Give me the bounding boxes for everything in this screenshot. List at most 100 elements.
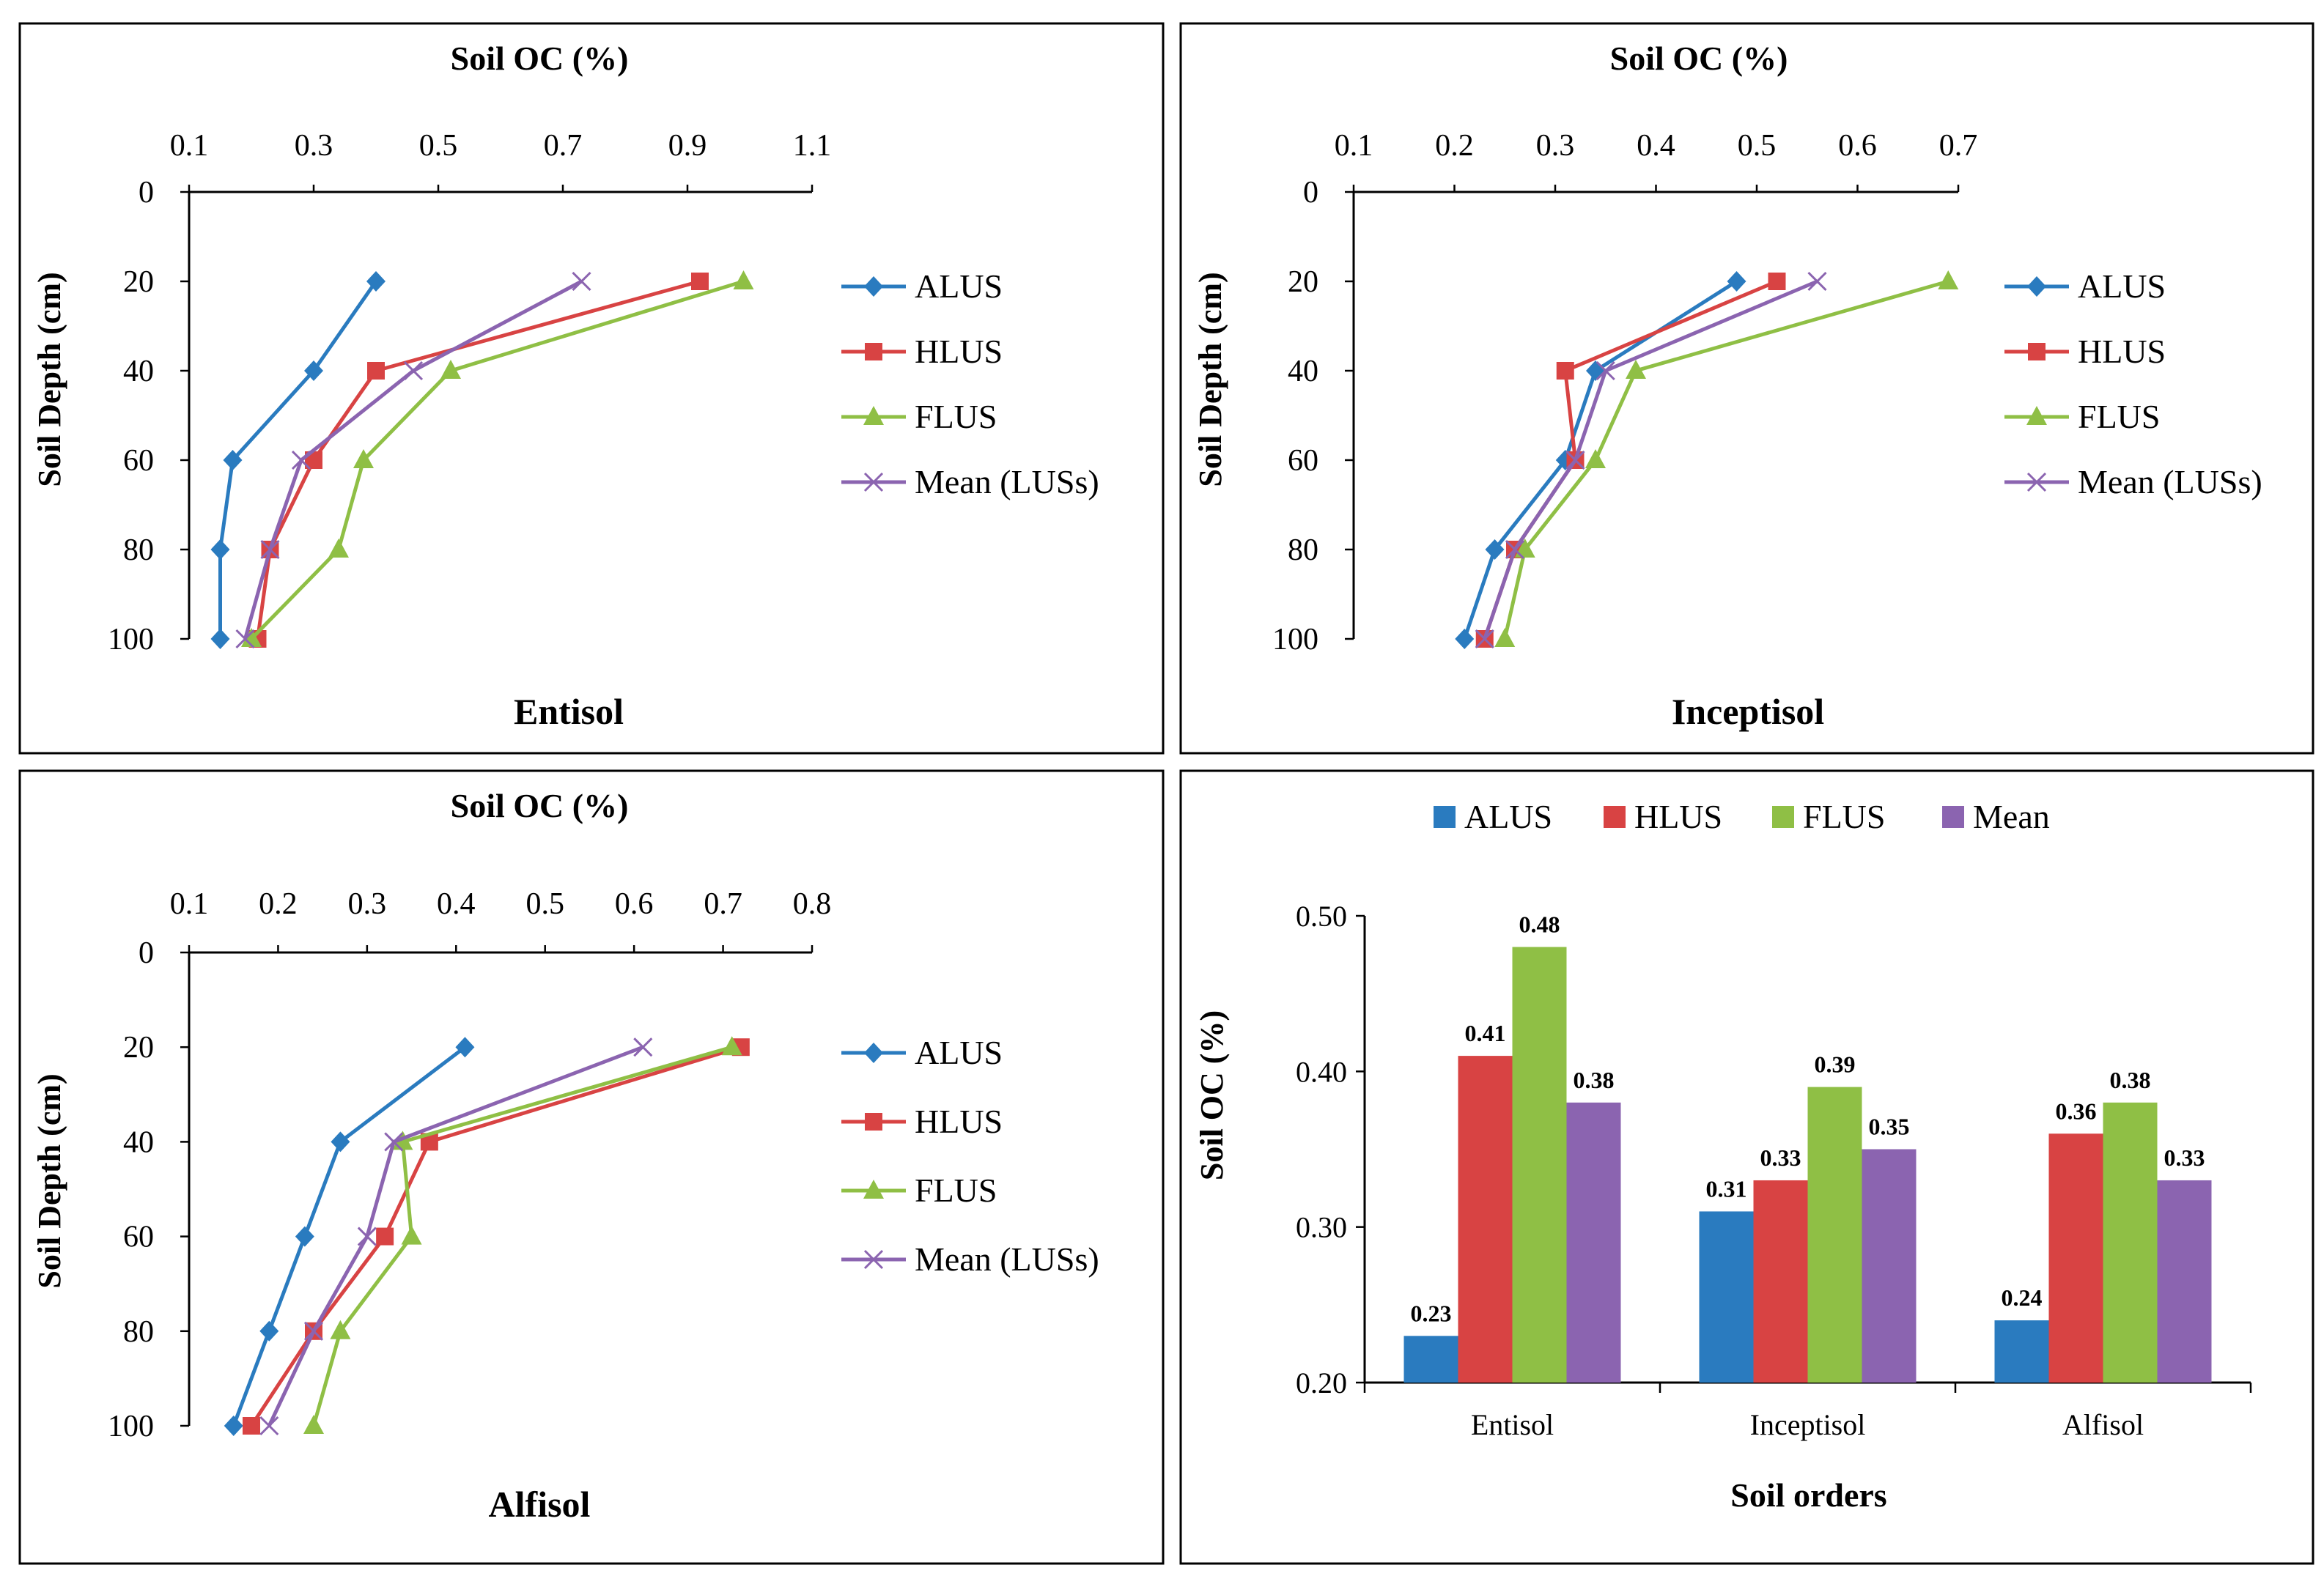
bar-value-label: 0.31: [1706, 1175, 1747, 1202]
legend-label-flus: FLUS: [915, 398, 997, 435]
legend-label-alus: ALUS: [915, 267, 1003, 305]
x-tick-label: 0.6: [1838, 129, 1877, 163]
x-tick-label: 0.1: [170, 129, 209, 163]
data-point-hlus: [1556, 362, 1574, 380]
bar-mean: [1862, 1149, 1917, 1383]
x-tick-label: 0.9: [668, 129, 707, 163]
y-tick-label: 60: [1288, 444, 1318, 478]
x-tick-label: 0.7: [704, 887, 742, 921]
data-point-alus: [331, 1131, 350, 1153]
data-point-flus: [1585, 449, 1606, 468]
data-point-hlus: [367, 362, 385, 380]
data-point-alus: [366, 271, 386, 292]
legend-label-mean-luss: Mean (LUSs): [915, 463, 1099, 500]
legend-marker-mean-luss: [863, 472, 884, 492]
y-tick-label: 100: [108, 623, 154, 656]
x-tick-label: 0.2: [1435, 129, 1474, 163]
legend-label-flus: FLUS: [2078, 398, 2160, 435]
bar-hlus: [1753, 1180, 1808, 1383]
bar-flus: [2103, 1102, 2158, 1383]
y-tick-label: 40: [123, 1125, 154, 1159]
legend-marker-alus: [2027, 276, 2046, 297]
panel-alfisol-frame: [18, 769, 1165, 1565]
data-point-mean-luss: [1475, 629, 1494, 649]
data-point-mean-luss: [259, 1416, 279, 1436]
y-axis-label: Soil OC (%): [1194, 1010, 1230, 1180]
x-tick-label: 0.3: [348, 887, 387, 921]
legend-label-hlus: HLUS: [915, 1103, 1003, 1140]
data-point-flus: [401, 1225, 422, 1245]
legend-marker-mean-luss: [2026, 472, 2047, 492]
data-point-mean-luss: [291, 450, 311, 470]
x-tick-label: 1.1: [793, 129, 832, 163]
legend-swatch-flus: [1772, 806, 1794, 828]
data-point-mean-luss: [1807, 271, 1827, 292]
legend-marker-hlus: [865, 1113, 882, 1131]
bar-value-label: 0.33: [2164, 1144, 2205, 1171]
legend-marker-hlus: [2028, 343, 2046, 360]
panel-subtitle: Entisol: [514, 691, 624, 732]
chart-title: Soil OC (%): [451, 40, 629, 77]
y-tick-label: 0.30: [1296, 1211, 1347, 1244]
legend-marker-flus: [863, 1180, 884, 1199]
x-tick-label: 0.1: [170, 887, 209, 921]
legend-swatch-alus: [1434, 806, 1456, 828]
y-axis-label: Soil Depth (cm): [32, 272, 67, 487]
y-tick-label: 60: [123, 444, 154, 478]
data-point-alus: [304, 360, 323, 381]
legend-marker-alus: [864, 276, 883, 297]
data-point-alus: [1485, 539, 1505, 560]
data-point-hlus: [691, 273, 709, 290]
bar-alus: [1699, 1211, 1754, 1383]
data-point-flus: [303, 1415, 324, 1434]
data-point-mean-luss: [303, 1321, 324, 1341]
data-point-mean-luss: [1505, 539, 1525, 560]
bar-flus: [1807, 1087, 1862, 1383]
x-tick-label: 0.5: [1738, 129, 1777, 163]
x-tick-label: 0.3: [295, 129, 333, 163]
chart-alfisol: Soil OC (%) 0.1 0.2 0.3 0.4 0.5 0.6 0.7 0.8 0 20 40…: [32, 787, 1099, 1525]
y-tick-label: 80: [123, 1315, 154, 1349]
legend-label-alus: ALUS: [2078, 267, 2166, 305]
data-point-alus: [210, 629, 230, 649]
y-tick-label: 60: [123, 1221, 154, 1254]
legend-label-flus: FLUS: [1803, 798, 1885, 835]
panel-subtitle: Inceptisol: [1672, 691, 1824, 732]
y-tick-label: 0: [139, 176, 154, 210]
bar-value-label: 0.36: [2056, 1098, 2097, 1124]
legend-marker-alus: [864, 1043, 883, 1063]
data-point-flus: [328, 539, 349, 558]
y-tick-label: 20: [1288, 265, 1318, 299]
data-point-flus: [1626, 360, 1646, 379]
legend-marker-mean-luss: [863, 1249, 884, 1270]
y-tick-label: 40: [1288, 355, 1318, 388]
bar-value-label: 0.24: [2002, 1284, 2043, 1311]
legend-label-hlus: HLUS: [1634, 798, 1722, 835]
y-tick-label: 20: [123, 1031, 154, 1065]
legend-label-mean: Mean: [1973, 798, 2050, 835]
bar-alus: [1994, 1320, 2049, 1383]
data-point-flus: [330, 1320, 351, 1339]
y-tick-label: 40: [123, 355, 154, 388]
x-tick-label: Alfisol: [2062, 1408, 2144, 1441]
bar-value-label: 0.23: [1411, 1300, 1452, 1326]
data-point-flus: [241, 628, 262, 647]
data-point-flus: [1494, 628, 1516, 647]
data-point-flus: [733, 270, 754, 289]
data-point-hlus: [376, 1227, 394, 1246]
data-point-flus: [721, 1036, 742, 1056]
panel-inceptisol-frame: [1179, 22, 2314, 755]
data-point-mean-luss: [235, 629, 255, 649]
bar-value-label: 0.38: [1574, 1067, 1615, 1093]
data-point-hlus: [1768, 273, 1786, 290]
legend-label-mean-luss: Mean (LUSs): [915, 1240, 1099, 1278]
y-tick-label: 100: [108, 1410, 154, 1443]
data-point-mean-luss: [260, 539, 280, 560]
x-tick-label: Entisol: [1471, 1408, 1554, 1441]
legend-label-hlus: HLUS: [915, 333, 1003, 370]
data-point-flus: [353, 449, 374, 468]
x-tick-label: 0.8: [793, 887, 832, 921]
x-tick-label: 0.7: [1939, 129, 1978, 163]
data-point-alus: [259, 1320, 279, 1342]
